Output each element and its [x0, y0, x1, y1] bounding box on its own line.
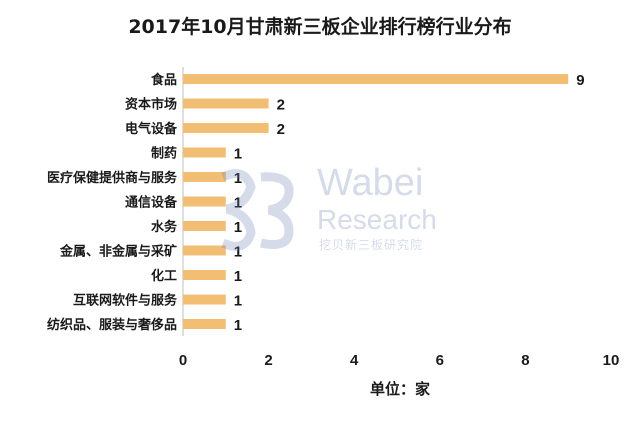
bar — [183, 172, 226, 182]
category-label: 水务 — [151, 219, 178, 235]
data-label: 2 — [277, 121, 285, 138]
bar — [183, 123, 269, 133]
category-label: 金属、非金属与采矿 — [59, 244, 177, 260]
data-label: 1 — [234, 317, 242, 334]
data-label: 9 — [576, 72, 584, 89]
bar — [183, 196, 226, 207]
category-label: 制药 — [151, 146, 177, 162]
category-label: 纺织品、服装与奢侈品 — [47, 317, 177, 333]
bar — [183, 319, 226, 329]
data-label: 1 — [234, 146, 242, 163]
data-label: 1 — [234, 244, 242, 261]
data-label: 1 — [234, 195, 242, 212]
bar — [183, 294, 226, 305]
data-label: 1 — [234, 268, 242, 285]
category-label: 化工 — [151, 268, 177, 284]
data-label: 1 — [234, 170, 242, 187]
labels: 食品 9 资本市场 2 电气设备 2 制药 1 医疗保健提供商与服务 1 通信设备 1 水务 1 金属、非金… — [47, 72, 619, 369]
category-label: 互联网软件与服务 — [73, 293, 178, 309]
bar — [183, 270, 226, 280]
x-tick-label: 4 — [350, 352, 359, 369]
bar — [183, 245, 226, 256]
category-label: 医疗保健提供商与服务 — [47, 170, 178, 186]
data-label: 2 — [277, 97, 285, 114]
bar — [183, 147, 226, 158]
data-label: 1 — [234, 219, 242, 236]
bar — [183, 221, 226, 231]
bars — [183, 74, 569, 329]
category-label: 通信设备 — [125, 195, 178, 211]
category-label: 资本市场 — [125, 97, 177, 113]
x-tick-label: 10 — [603, 352, 620, 369]
bar — [183, 98, 269, 109]
bar — [183, 74, 569, 84]
chart-title: 2017年10月甘肃新三板企业排行榜行业分布 — [128, 16, 512, 38]
x-tick-label: 8 — [521, 352, 529, 369]
x-tick-label: 0 — [179, 352, 187, 369]
data-label: 1 — [234, 293, 242, 310]
x-tick-label: 2 — [264, 352, 272, 369]
category-label: 电气设备 — [125, 121, 178, 137]
category-label: 食品 — [151, 72, 177, 88]
x-axis-label: 单位：家 — [369, 380, 430, 398]
x-tick-label: 6 — [436, 352, 444, 369]
